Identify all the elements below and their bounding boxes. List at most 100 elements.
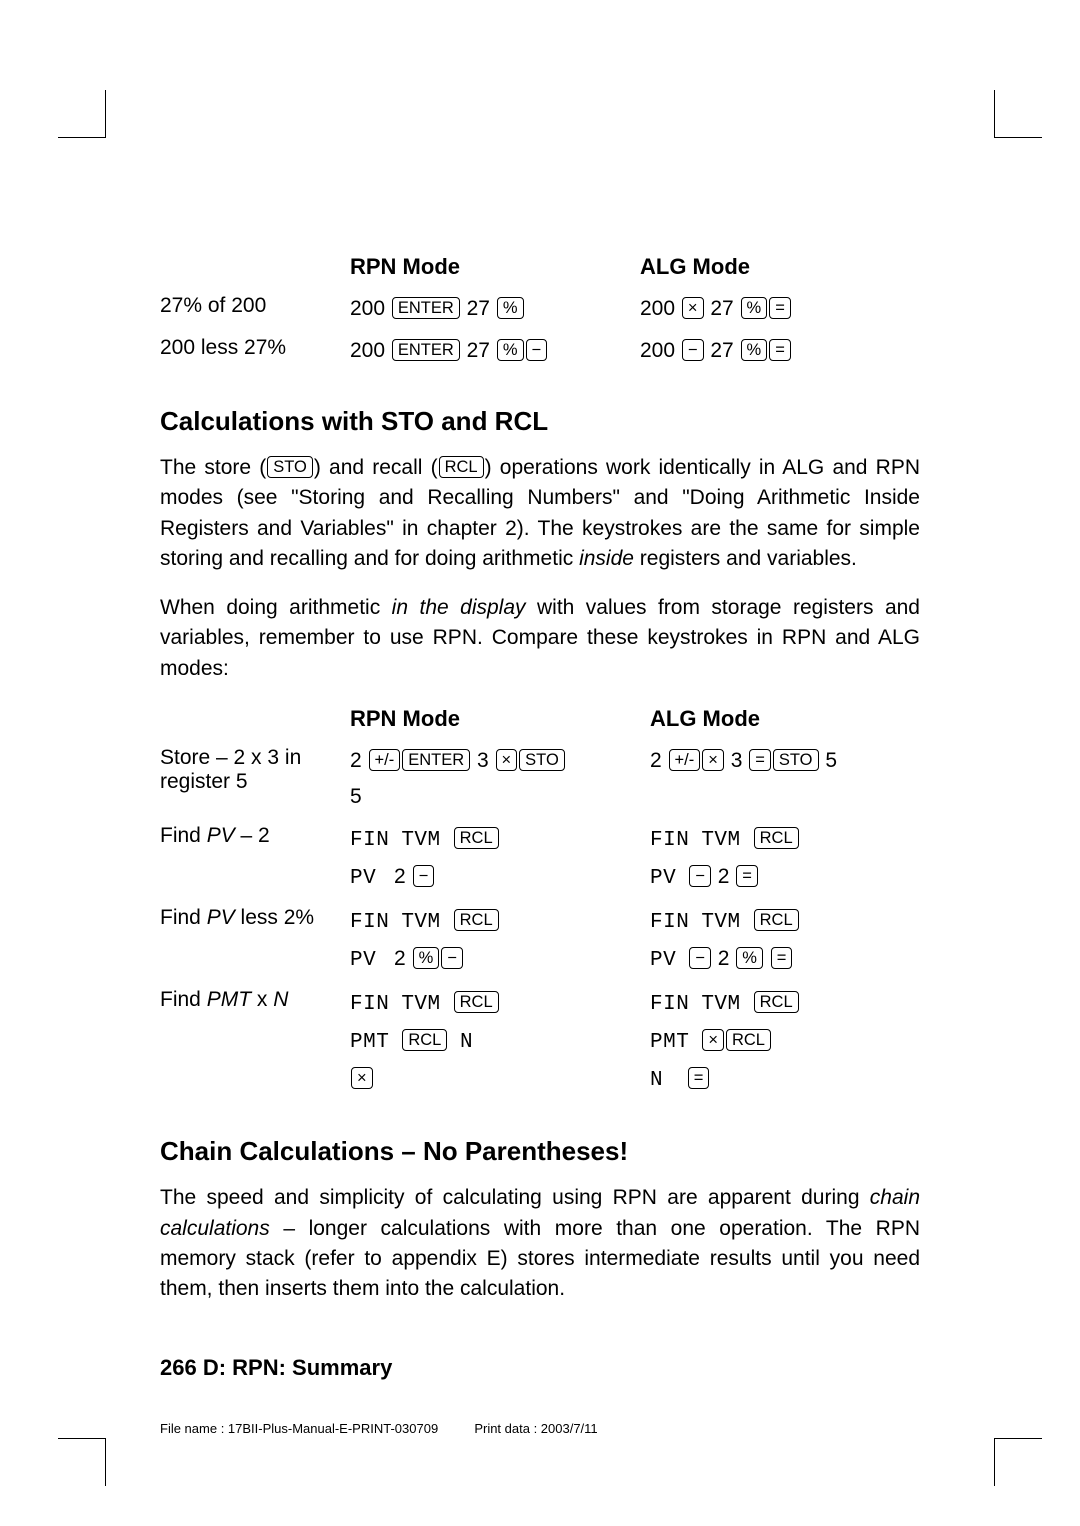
mode-table-1: RPN Mode ALG Mode 27% of 200 200 ENTER 2… xyxy=(160,250,920,372)
rcl-key: RCL xyxy=(439,456,484,478)
sto-key: STO xyxy=(519,749,565,771)
row-label: 200 less 27% xyxy=(160,330,350,372)
col-alg: ALG Mode xyxy=(650,702,920,740)
disp-n: N xyxy=(650,1069,663,1092)
table-row: Find PMT x N FIN TVM RCL PMT RCL N × FIN TVM… xyxy=(160,982,920,1102)
crop-mark-tr xyxy=(994,90,1042,138)
enter-key: ENTER xyxy=(392,297,460,319)
disp-fin: FIN xyxy=(650,829,689,852)
col-alg: ALG Mode xyxy=(640,250,920,288)
row-label: Store – 2 x 3 in register 5 xyxy=(160,740,350,818)
rcl-key: RCL xyxy=(754,827,799,849)
rcl-key: RCL xyxy=(402,1029,447,1051)
disp-tvm: TVM xyxy=(401,829,440,852)
alg-seq: FINTVMRCL PMT×RCL N = xyxy=(650,982,920,1102)
times-key: × xyxy=(702,1029,724,1051)
percent-key: % xyxy=(741,297,768,319)
equals-key: = xyxy=(769,339,791,361)
crop-mark-br xyxy=(994,1438,1042,1486)
rcl-key: RCL xyxy=(454,827,499,849)
disp-tvm: TVM xyxy=(401,911,440,934)
disp-fin: FIN xyxy=(650,911,689,934)
percent-key: % xyxy=(741,339,768,361)
disp-tvm: TVM xyxy=(401,993,440,1016)
sto-key: STO xyxy=(267,456,313,478)
rpn-seq: 200 ENTER 27 % xyxy=(350,288,640,330)
disp-pv: PV xyxy=(650,949,676,972)
enter-key: ENTER xyxy=(392,339,460,361)
disp-pmt: PMT xyxy=(650,1031,689,1054)
alg-seq: 200 × 27 %= xyxy=(640,288,920,330)
row-label: Find PV – 2 xyxy=(160,818,350,900)
row-label: 27% of 200 xyxy=(160,288,350,330)
table-row: 200 less 27% 200 ENTER 27 %− 200 − 27 %= xyxy=(160,330,920,372)
times-key: × xyxy=(351,1067,373,1089)
alg-seq: FINTVMRCL PV− 2 = xyxy=(650,818,920,900)
row-label: Find PMT x N xyxy=(160,982,350,1102)
para-1: The store (STO) and recall (RCL) operati… xyxy=(160,453,920,575)
equals-key: = xyxy=(749,749,771,771)
alg-seq: FINTVMRCL PV− 2 % = xyxy=(650,900,920,982)
disp-tvm: TVM xyxy=(701,911,740,934)
heading-sto-rcl: Calculations with STO and RCL xyxy=(160,406,920,437)
table-row: 27% of 200 200 ENTER 27 % 200 × 27 %= xyxy=(160,288,920,330)
table-row: Find PV less 2% FINTVMRCL PV 2 %− FINTVM… xyxy=(160,900,920,982)
disp-pmt: PMT xyxy=(350,1031,389,1054)
rpn-seq: 200 ENTER 27 %− xyxy=(350,330,640,372)
minus-key: − xyxy=(526,339,548,361)
footer-page-number: 266 D: RPN: Summary xyxy=(160,1355,920,1381)
rpn-seq: 2 +/-ENTER 3 ×STO 5 xyxy=(350,740,650,818)
disp-pv: PV xyxy=(650,867,676,890)
page-content: RPN Mode ALG Mode 27% of 200 200 ENTER 2… xyxy=(160,250,920,1381)
times-key: × xyxy=(496,749,518,771)
disp-fin: FIN xyxy=(650,993,689,1016)
equals-key: = xyxy=(769,297,791,319)
rcl-key: RCL xyxy=(754,909,799,931)
footer-file-info: File name : 17BII-Plus-Manual-E-PRINT-03… xyxy=(160,1421,598,1436)
rcl-key: RCL xyxy=(726,1029,771,1051)
sto-key: STO xyxy=(773,749,819,771)
disp-pv: PV xyxy=(350,867,376,890)
table-row: Find PV – 2 FINTVMRCL PV 2 − FINTVMRCL P… xyxy=(160,818,920,900)
rpn-seq: FINTVMRCL PV 2 − xyxy=(350,818,650,900)
disp-fin: FIN xyxy=(350,829,389,852)
minus-key: − xyxy=(441,947,463,969)
percent-key: % xyxy=(497,297,524,319)
percent-key: % xyxy=(497,339,524,361)
disp-tvm: TVM xyxy=(701,993,740,1016)
heading-chain: Chain Calculations – No Parentheses! xyxy=(160,1136,920,1167)
percent-key: % xyxy=(413,947,440,969)
rcl-key: RCL xyxy=(454,991,499,1013)
sign-key: +/- xyxy=(369,749,401,771)
minus-key: − xyxy=(689,947,711,969)
rcl-key: RCL xyxy=(454,909,499,931)
col-rpn: RPN Mode xyxy=(350,250,640,288)
equals-key: = xyxy=(736,865,758,887)
sign-key: +/- xyxy=(669,749,701,771)
percent-key: % xyxy=(736,947,763,969)
times-key: × xyxy=(702,749,724,771)
enter-key: ENTER xyxy=(402,749,470,771)
equals-key: = xyxy=(771,947,793,969)
rcl-key: RCL xyxy=(754,991,799,1013)
col-rpn: RPN Mode xyxy=(350,702,650,740)
crop-mark-tl xyxy=(58,90,106,138)
table-row: Store – 2 x 3 in register 5 2 +/-ENTER 3… xyxy=(160,740,920,818)
equals-key: = xyxy=(688,1067,710,1089)
disp-fin: FIN xyxy=(350,911,389,934)
disp-pv: PV xyxy=(350,949,376,972)
times-key: × xyxy=(682,297,704,319)
disp-fin: FIN xyxy=(350,993,389,1016)
alg-seq: 2 +/-× 3 =STO 5 xyxy=(650,740,920,818)
alg-seq: 200 − 27 %= xyxy=(640,330,920,372)
minus-key: − xyxy=(689,865,711,887)
disp-n: N xyxy=(460,1031,473,1054)
disp-tvm: TVM xyxy=(701,829,740,852)
mode-table-2: RPN Mode ALG Mode Store – 2 x 3 in regis… xyxy=(160,702,920,1102)
row-label: Find PV less 2% xyxy=(160,900,350,982)
crop-mark-bl xyxy=(58,1438,106,1486)
rpn-seq: FIN TVM RCL PMT RCL N × xyxy=(350,982,650,1102)
para-3: The speed and simplicity of calculating … xyxy=(160,1183,920,1305)
minus-key: − xyxy=(682,339,704,361)
rpn-seq: FINTVMRCL PV 2 %− xyxy=(350,900,650,982)
